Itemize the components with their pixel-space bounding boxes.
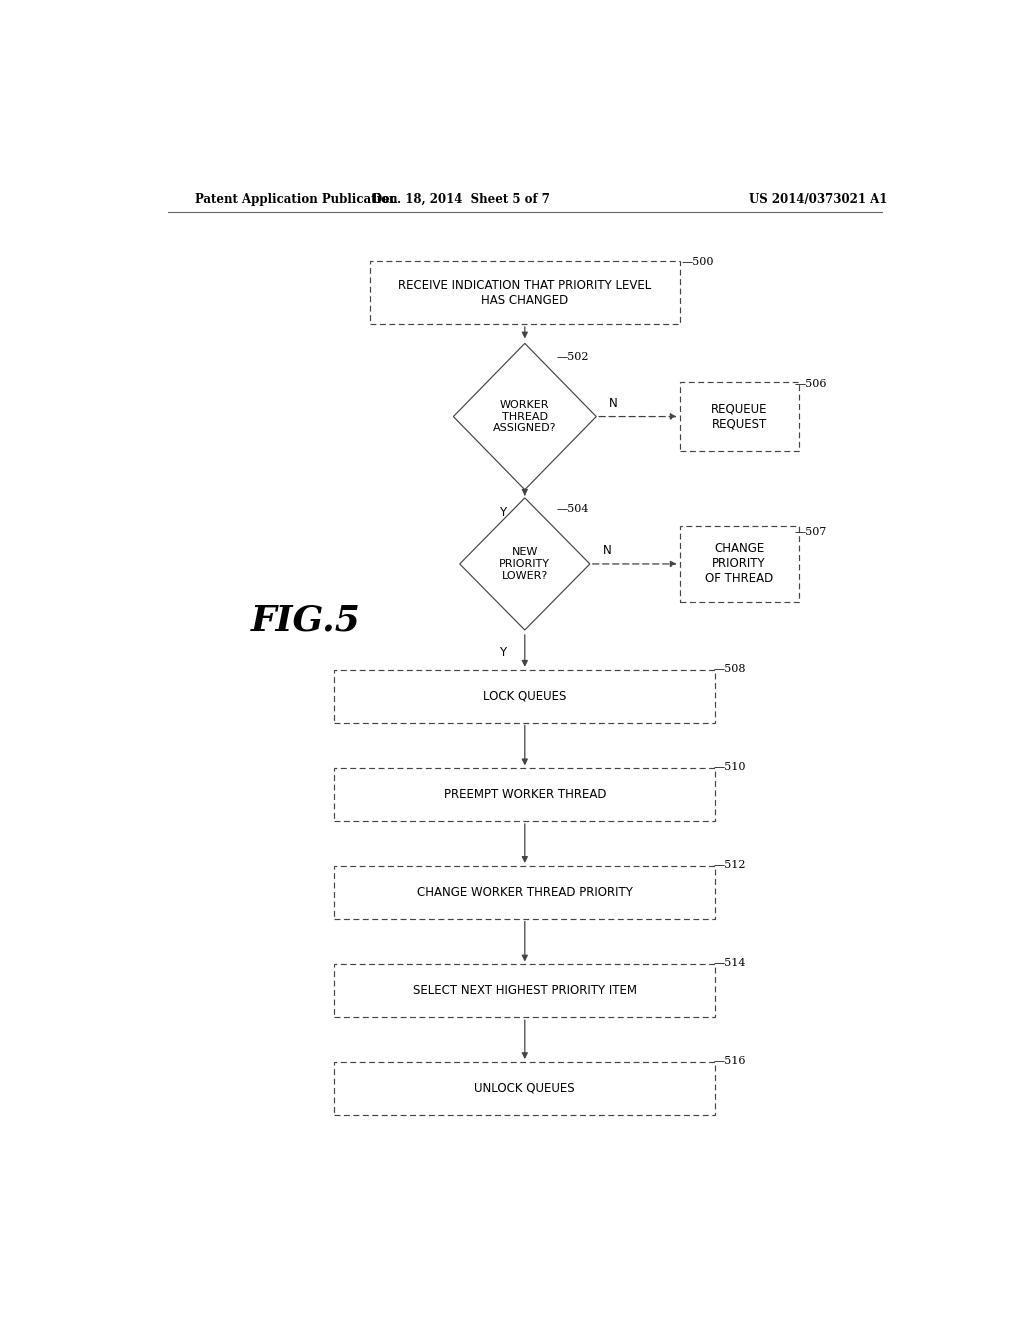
Text: WORKER
THREAD
ASSIGNED?: WORKER THREAD ASSIGNED? <box>493 400 557 433</box>
Text: FIG.5: FIG.5 <box>251 603 360 638</box>
Text: —500: —500 <box>681 257 714 267</box>
FancyBboxPatch shape <box>334 669 715 722</box>
FancyBboxPatch shape <box>334 1063 715 1115</box>
Polygon shape <box>454 343 596 490</box>
Text: Dec. 18, 2014  Sheet 5 of 7: Dec. 18, 2014 Sheet 5 of 7 <box>373 193 550 206</box>
Text: SELECT NEXT HIGHEST PRIORITY ITEM: SELECT NEXT HIGHEST PRIORITY ITEM <box>413 985 637 998</box>
FancyBboxPatch shape <box>680 525 799 602</box>
Text: Y: Y <box>499 506 506 519</box>
Text: REQUEUE
REQUEST: REQUEUE REQUEST <box>711 403 767 430</box>
Text: —504: —504 <box>557 504 589 515</box>
FancyBboxPatch shape <box>334 965 715 1018</box>
Text: NEW
PRIORITY
LOWER?: NEW PRIORITY LOWER? <box>500 548 550 581</box>
Text: —506: —506 <box>795 379 827 389</box>
FancyBboxPatch shape <box>370 261 680 325</box>
Text: CHANGE WORKER THREAD PRIORITY: CHANGE WORKER THREAD PRIORITY <box>417 886 633 899</box>
Text: Patent Application Publication: Patent Application Publication <box>196 193 398 206</box>
Text: N: N <box>609 397 618 409</box>
Text: US 2014/0373021 A1: US 2014/0373021 A1 <box>750 193 888 206</box>
Text: —514: —514 <box>714 958 746 969</box>
Text: LOCK QUEUES: LOCK QUEUES <box>483 689 566 702</box>
FancyBboxPatch shape <box>334 768 715 821</box>
Text: N: N <box>603 544 611 557</box>
Text: PREEMPT WORKER THREAD: PREEMPT WORKER THREAD <box>443 788 606 801</box>
FancyBboxPatch shape <box>334 866 715 919</box>
Text: —510: —510 <box>714 763 746 772</box>
Text: Y: Y <box>499 645 506 659</box>
Text: CHANGE
PRIORITY
OF THREAD: CHANGE PRIORITY OF THREAD <box>705 543 773 586</box>
Polygon shape <box>460 498 590 630</box>
Text: —512: —512 <box>714 859 746 870</box>
Text: —516: —516 <box>714 1056 746 1067</box>
Text: —502: —502 <box>557 351 589 362</box>
Text: —507: —507 <box>795 527 827 536</box>
Text: UNLOCK QUEUES: UNLOCK QUEUES <box>474 1082 575 1094</box>
Text: —508: —508 <box>714 664 746 673</box>
Text: RECEIVE INDICATION THAT PRIORITY LEVEL
HAS CHANGED: RECEIVE INDICATION THAT PRIORITY LEVEL H… <box>398 279 651 306</box>
FancyBboxPatch shape <box>680 381 799 451</box>
